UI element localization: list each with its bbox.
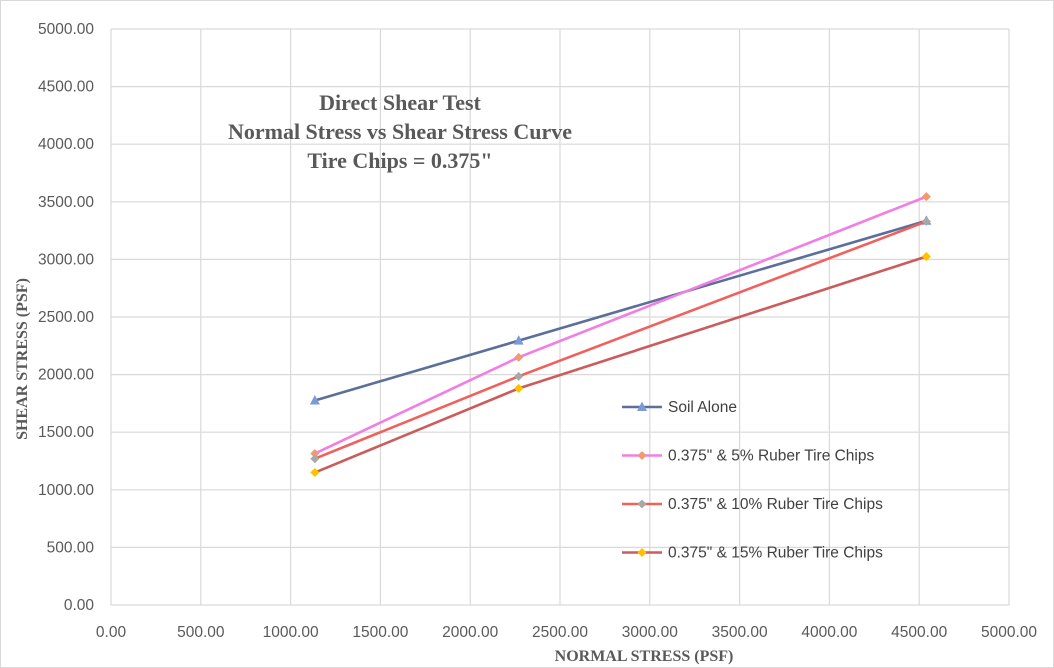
gridlines: [110, 28, 1010, 606]
x-axis-title: NORMAL STRESS (PSF): [555, 648, 734, 665]
series-2: [310, 192, 931, 459]
x-tick-label: 2500.00: [532, 624, 588, 641]
legend-marker: [637, 499, 647, 509]
legend-label: Soil Alone: [668, 399, 737, 416]
legend-label: 0.375" & 15% Ruber Tire Chips: [668, 545, 883, 562]
x-tick-label: 2000.00: [442, 624, 498, 641]
data-point: [310, 468, 320, 478]
data-point: [921, 192, 931, 202]
legend-entry: 0.375" & 10% Ruber Tire Chips: [622, 496, 883, 513]
data-point: [921, 216, 931, 226]
x-tick-label: 4000.00: [801, 624, 857, 641]
y-tick-label: 4000.00: [38, 136, 94, 153]
x-tick-label: 1000.00: [263, 624, 319, 641]
x-tick-label: 0.00: [96, 624, 127, 641]
y-tick-label: 5000.00: [38, 21, 94, 38]
x-tick-label: 3000.00: [622, 624, 678, 641]
legend-marker: [637, 548, 647, 557]
y-tick-label: 2500.00: [38, 309, 94, 326]
legend: Soil Alone 0.375" & 5% Ruber Tire Chips 0.…: [622, 399, 883, 562]
x-tick-label: 1500.00: [352, 624, 408, 641]
legend-marker: [637, 451, 647, 460]
data-point: [310, 449, 320, 459]
chart-title-line: Tire Chips = 0.375": [307, 148, 492, 173]
chart-title-line: Direct Shear Test: [319, 90, 481, 115]
data-point: [514, 383, 524, 393]
y-axis-ticks: 0.00 500.00 1000.00 1500.00 2000.00 2500.00 30…: [38, 21, 94, 614]
data-point: [309, 395, 320, 405]
y-axis-title: SHEAR STRESS (PSF): [14, 278, 31, 440]
data-point: [513, 335, 524, 345]
series-1: [309, 215, 932, 405]
legend-marker: [637, 401, 647, 411]
y-tick-label: 4500.00: [38, 79, 94, 96]
y-tick-label: 3000.00: [38, 251, 94, 268]
series-4: [310, 252, 931, 478]
x-tick-label: 5000.00: [981, 624, 1037, 641]
series-line: [314, 219, 927, 402]
data-point: [514, 371, 524, 381]
y-tick-label: 2000.00: [38, 367, 94, 384]
x-tick-label: 500.00: [177, 624, 225, 641]
y-tick-label: 1000.00: [38, 482, 94, 499]
legend-entry: Soil Alone: [622, 399, 737, 416]
series-line: [314, 195, 927, 455]
y-tick-label: 1500.00: [38, 424, 94, 441]
series-line: [314, 255, 927, 474]
data-point: [310, 454, 320, 464]
legend-entry: 0.375" & 5% Ruber Tire Chips: [622, 448, 874, 465]
x-tick-label: 3500.00: [712, 624, 768, 641]
y-tick-label: 500.00: [47, 539, 95, 556]
legend-label: 0.375" & 5% Ruber Tire Chips: [668, 448, 874, 465]
chart-title: Direct Shear Test Normal Stress vs Shear …: [228, 90, 572, 173]
data-point: [921, 252, 931, 262]
y-tick-label: 0.00: [64, 597, 95, 614]
legend-label: 0.375" & 10% Ruber Tire Chips: [668, 496, 883, 513]
series-3: [310, 216, 931, 464]
x-tick-label: 4500.00: [891, 624, 947, 641]
x-axis-ticks: 0.00 500.00 1000.00 1500.00 2000.00 2500.00 30…: [96, 624, 1037, 641]
legend-entry: 0.375" & 15% Ruber Tire Chips: [622, 545, 883, 562]
y-tick-label: 3500.00: [38, 194, 94, 211]
data-point: [514, 352, 524, 362]
series-layer: [309, 192, 932, 478]
chart-title-line: Normal Stress vs Shear Stress Curve: [228, 119, 572, 144]
series-line: [314, 220, 927, 460]
